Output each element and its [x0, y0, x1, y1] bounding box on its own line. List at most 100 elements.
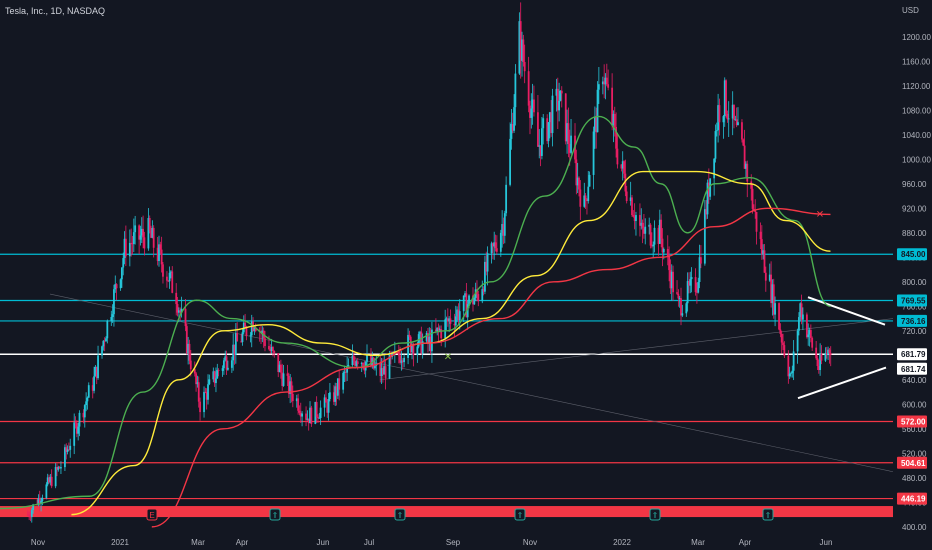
candle-body [142, 228, 144, 238]
candle-body [372, 357, 375, 369]
candle-body [593, 116, 596, 132]
candle-body [327, 399, 330, 413]
candle-body [338, 378, 341, 390]
time-tick-label: Nov [523, 538, 537, 547]
candle-body [811, 337, 814, 348]
candle-body [326, 402, 329, 413]
candle-body [530, 108, 533, 118]
candle-body [631, 197, 633, 216]
candle-body [225, 356, 228, 370]
candle-body [355, 361, 358, 366]
currency-label: USD [902, 6, 919, 15]
candle-body [737, 122, 739, 126]
candle-body [281, 372, 284, 386]
candle-body [783, 345, 786, 356]
candle-body [587, 186, 590, 202]
candle-body [448, 318, 451, 322]
candle-body [763, 250, 766, 273]
candle-body [723, 80, 726, 117]
candle-body [523, 62, 526, 72]
candle-body [486, 253, 489, 272]
candle-body [152, 227, 155, 248]
candle-body [290, 381, 293, 394]
candle-body [578, 177, 580, 190]
price-tick-label: 1040.00 [902, 131, 931, 140]
candle-body [389, 353, 392, 357]
candle-body [689, 279, 692, 286]
candle-body [518, 21, 521, 74]
candle-body [185, 326, 188, 354]
candle-body [611, 87, 614, 126]
candle-body [635, 215, 637, 222]
candle-body [583, 195, 586, 207]
candle-body [382, 368, 384, 375]
candle-body [289, 381, 292, 394]
candle-body [601, 81, 604, 85]
candle-body [215, 378, 217, 384]
candle-body [668, 256, 670, 271]
price-tag-box [897, 456, 927, 469]
candle-body [148, 217, 151, 231]
candle-body [179, 310, 182, 313]
candle-body [760, 239, 763, 255]
candle-body [45, 484, 48, 498]
candle-body [727, 118, 730, 120]
candle-body [38, 498, 41, 504]
candle-body [362, 362, 364, 368]
candle-body [567, 123, 570, 144]
candle-body [344, 371, 347, 373]
candle-body [32, 504, 35, 511]
candle-body [457, 309, 460, 321]
candle-body [425, 332, 428, 342]
candle-body [123, 238, 126, 259]
candle-body [725, 80, 727, 114]
candle-body [397, 351, 400, 356]
candle-body [731, 104, 734, 119]
candle-body [212, 371, 215, 380]
candle-body [187, 343, 190, 354]
time-tick-label: Mar [191, 538, 205, 547]
candle-body [778, 303, 780, 330]
candle-body [513, 107, 515, 131]
candle-body [65, 447, 68, 452]
candle-body [625, 191, 628, 202]
candle-body [167, 280, 170, 282]
candle-body [750, 181, 753, 189]
candle-body [449, 318, 452, 324]
candle-body [615, 126, 617, 149]
candle-body [323, 397, 326, 408]
candle-body [527, 71, 530, 106]
candle-body [420, 331, 423, 354]
candle-body [162, 264, 164, 277]
candle-body [632, 215, 635, 217]
candle-body [437, 327, 440, 331]
candle-body [503, 213, 506, 236]
time-tick-label: 2022 [613, 538, 631, 547]
candle-body [509, 138, 511, 185]
candle-body [240, 341, 243, 343]
candle-body [584, 195, 587, 200]
candle-body [493, 242, 496, 247]
candle-body [307, 418, 310, 424]
candle-body [547, 122, 550, 142]
wedge-upper-line [807, 296, 886, 326]
candle-body [661, 238, 664, 253]
candle-body [481, 289, 484, 302]
candle-body [604, 77, 607, 85]
candle-body [550, 112, 553, 134]
candle-body [709, 178, 712, 197]
candle-body [342, 372, 345, 390]
candle-body [177, 310, 180, 313]
candle-body [641, 222, 644, 229]
candle-body [568, 143, 571, 153]
candle-body [815, 347, 818, 359]
candle-body [685, 303, 688, 314]
time-tick-label: Apr [236, 538, 249, 547]
candle-body [205, 392, 208, 400]
candle-body [802, 314, 804, 320]
candle-body [58, 466, 61, 469]
candle-body [772, 284, 775, 315]
candle-body [160, 249, 163, 265]
candle-body [644, 226, 647, 234]
